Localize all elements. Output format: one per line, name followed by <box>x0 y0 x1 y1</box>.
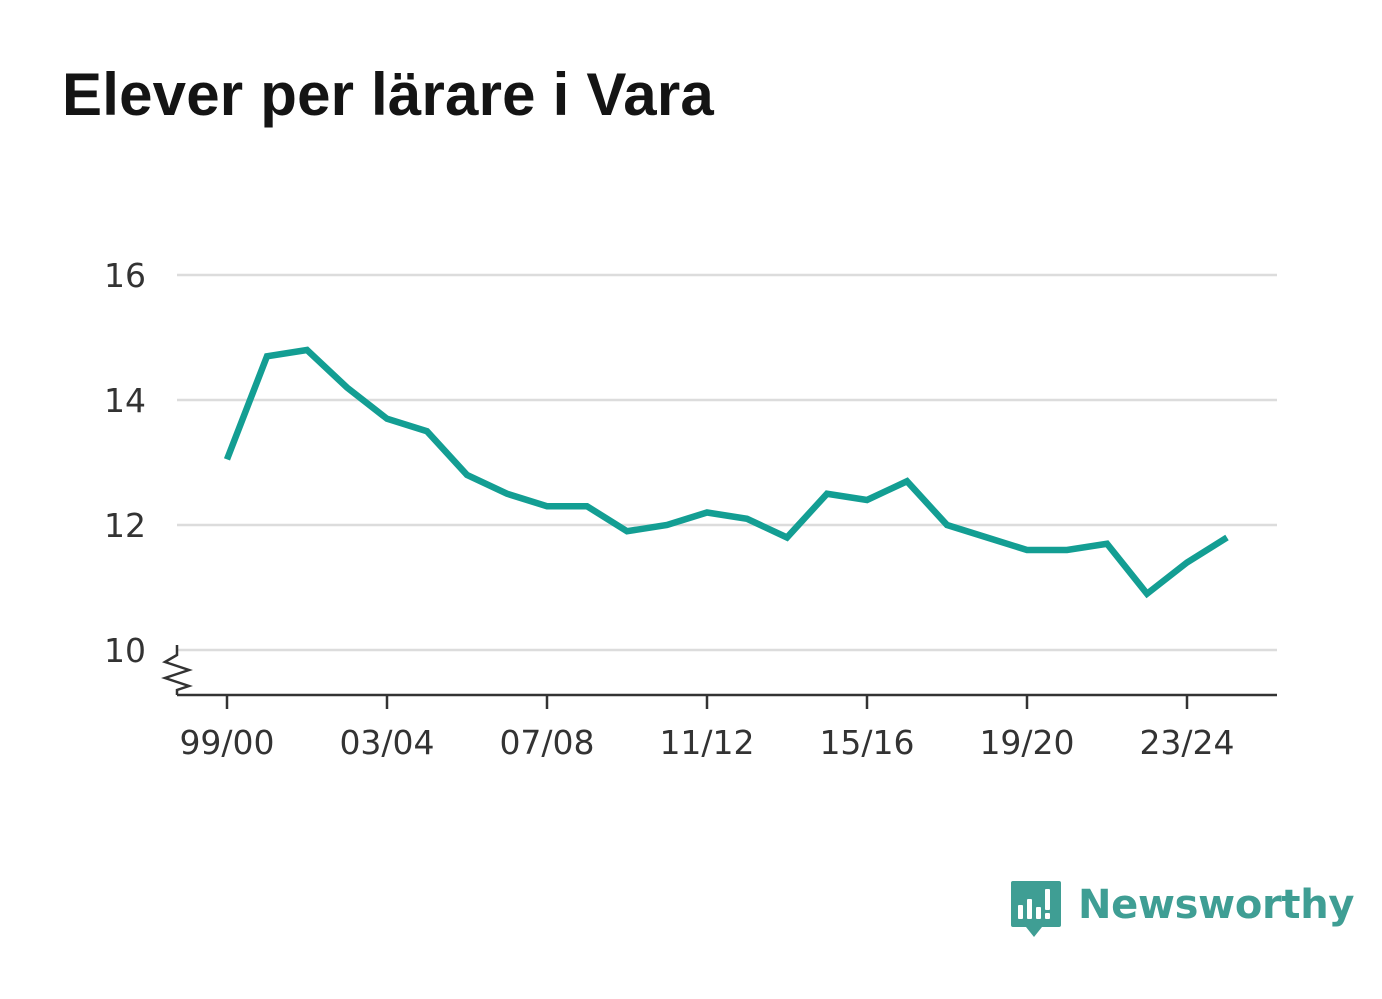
y-tick-label: 12 <box>104 506 146 545</box>
x-axis <box>177 693 1277 709</box>
x-tick-label: 23/24 <box>1139 723 1234 762</box>
y-tick-label: 14 <box>104 381 146 420</box>
brand-name: Newsworthy <box>1078 882 1355 928</box>
chart-title: Elever per lärare i Vara <box>62 61 714 128</box>
x-tick-label: 19/20 <box>979 723 1074 762</box>
y-tick-label: 16 <box>104 256 146 295</box>
x-tick-label: 03/04 <box>339 723 434 762</box>
grid-lines <box>177 273 1277 652</box>
x-tick-label: 07/08 <box>499 723 594 762</box>
series-line-0 <box>223 346 1229 599</box>
newsworthy-logo: Newsworthy <box>1010 878 1355 942</box>
y-tick-label: 10 <box>104 631 146 670</box>
x-tick-label: 15/16 <box>819 723 914 762</box>
axis-break-marker <box>161 645 193 695</box>
data-series <box>223 346 1229 599</box>
axis-break-zigzag <box>161 645 193 695</box>
x-tick-label: 11/12 <box>659 723 754 762</box>
x-tick-label: 99/00 <box>179 723 274 762</box>
x-axis-tick-labels: 99/00 03/04 07/08 11/12 15/16 19/20 23/24 <box>179 723 1234 762</box>
y-axis-tick-labels: 10 12 14 16 <box>104 256 146 670</box>
bar-chart-speech-bubble-icon <box>1011 881 1061 937</box>
